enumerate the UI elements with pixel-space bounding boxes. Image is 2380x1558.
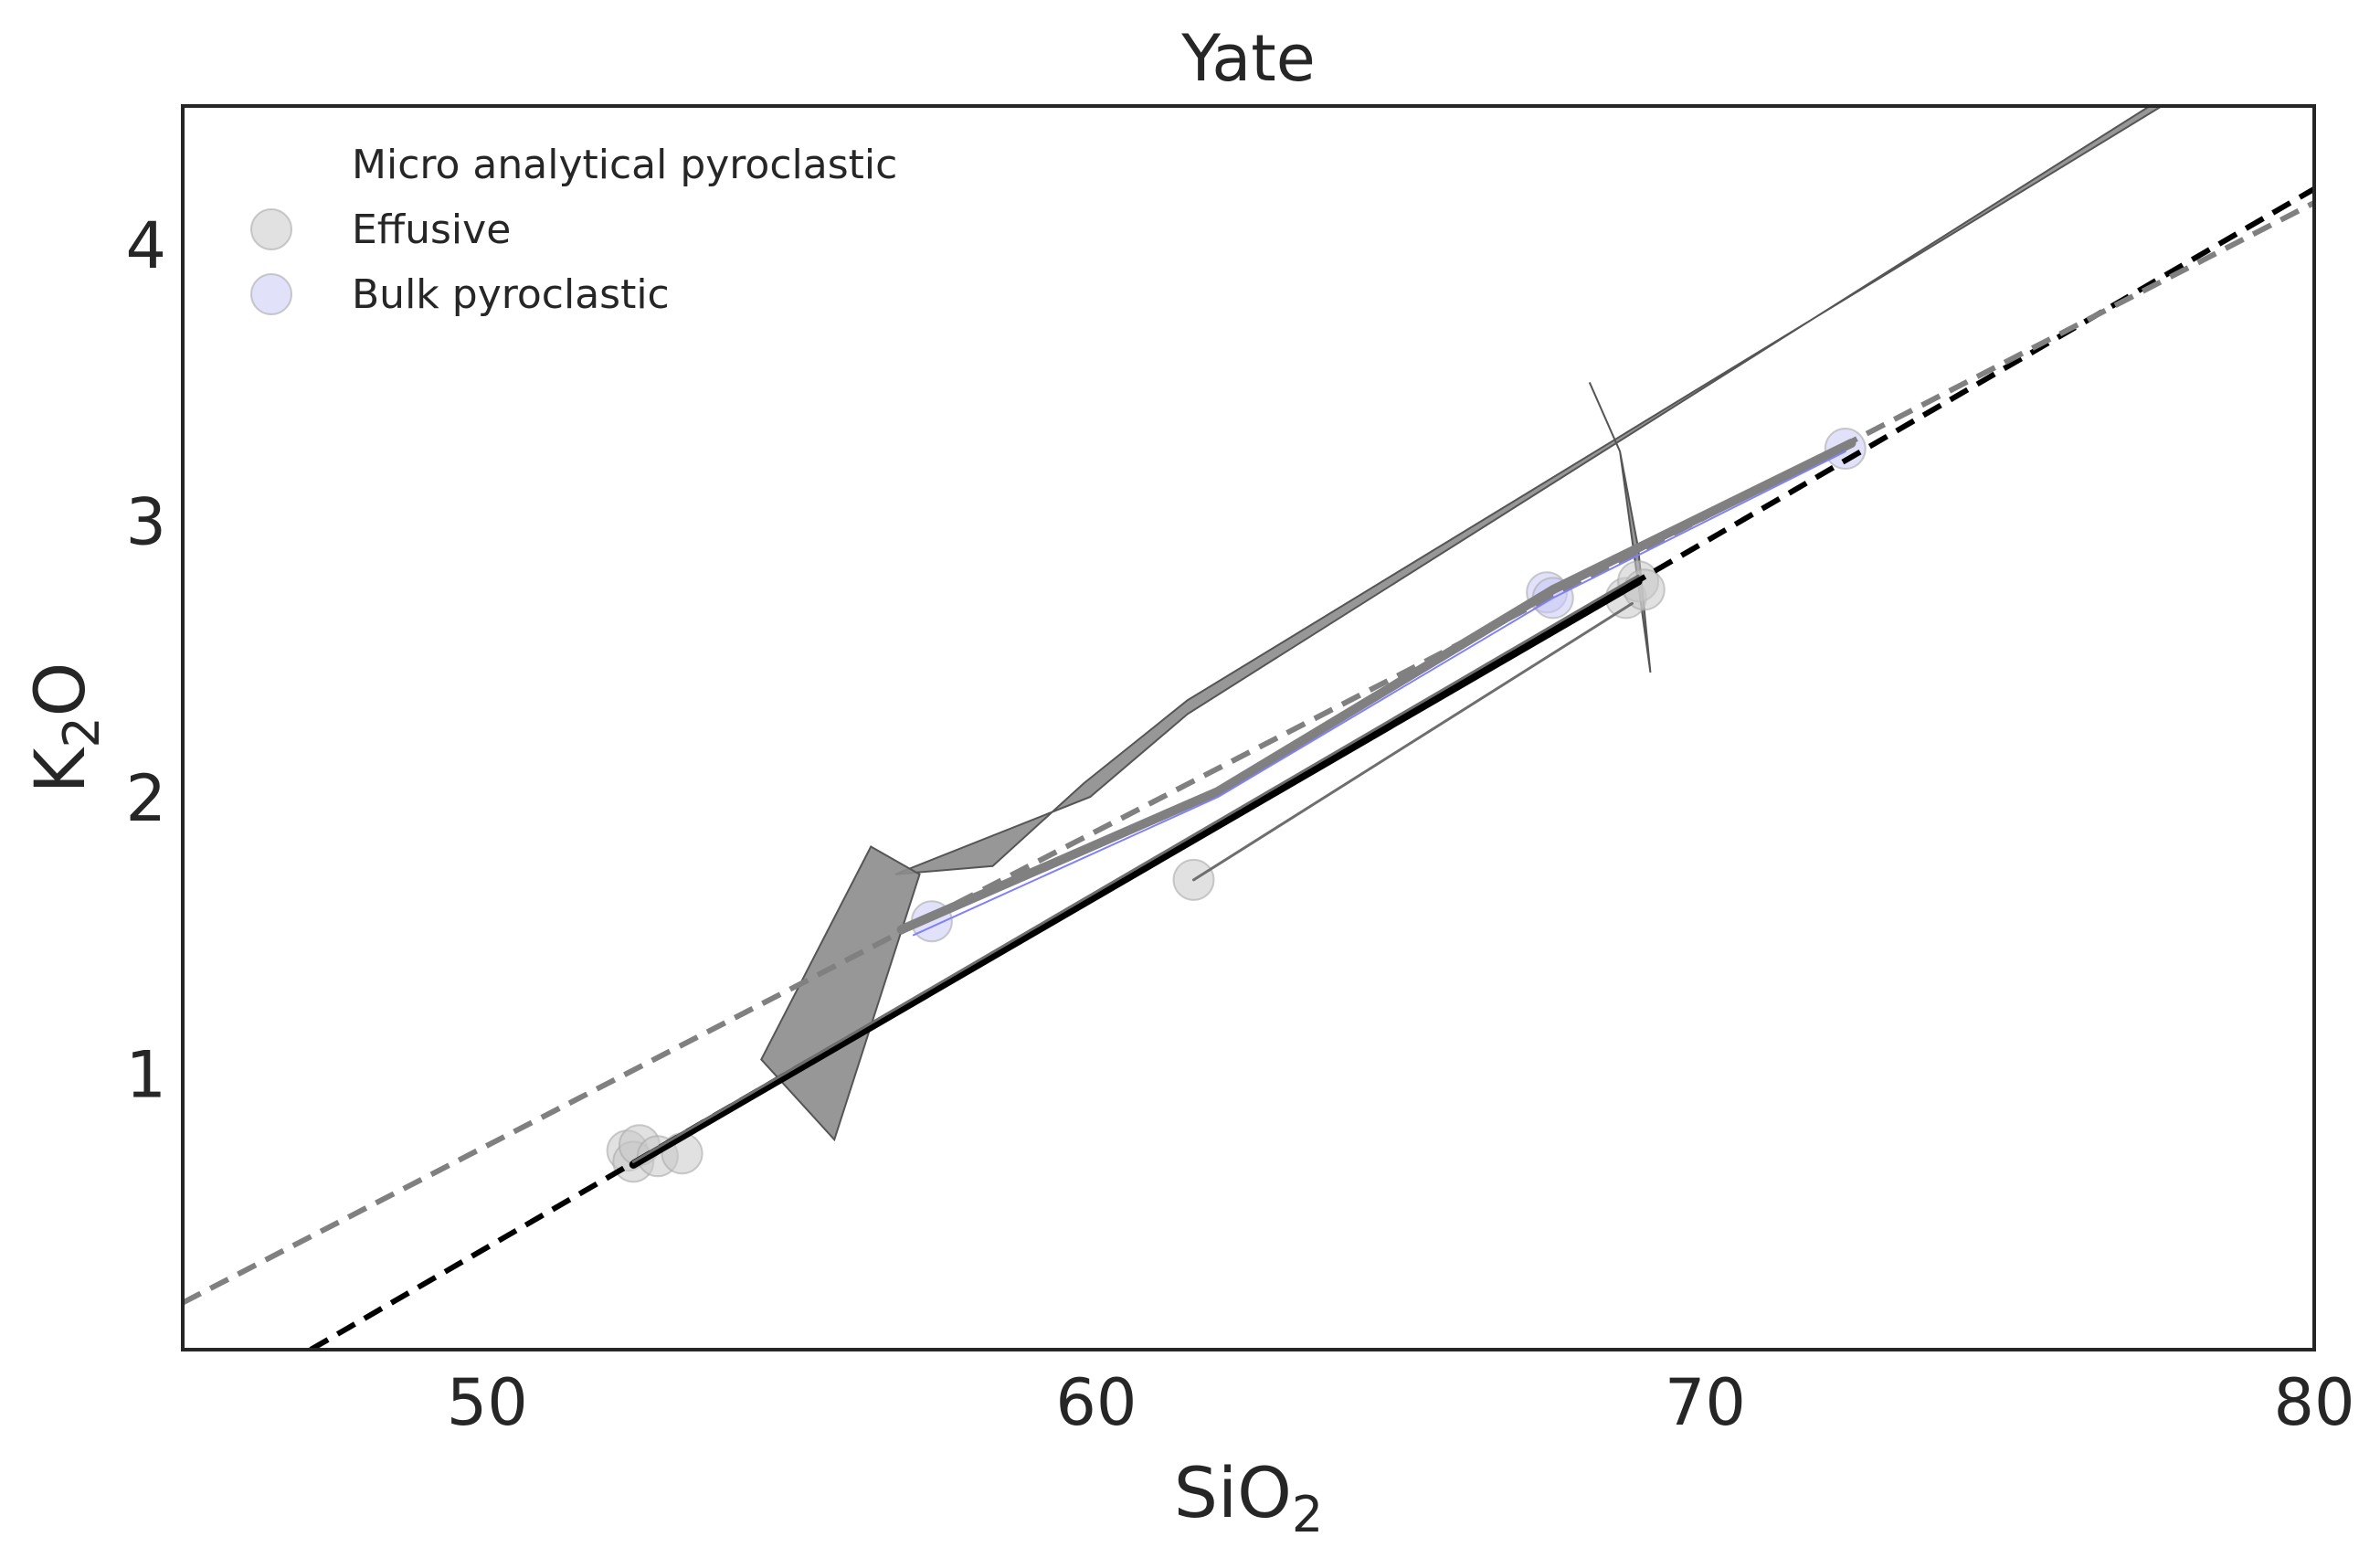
x-axis-label-main: SiO [1174, 1452, 1292, 1533]
trend-line-4 [896, 438, 1856, 935]
trend-line-5 [912, 450, 1846, 937]
plot-frame [181, 104, 2316, 1351]
y-axis-label-tail: O [19, 662, 100, 716]
y-axis-label: K2O [19, 662, 111, 793]
x-axis-label-subscript: 2 [1292, 1486, 1323, 1543]
legend-marker [250, 208, 292, 250]
chart-title: Yate [1180, 21, 1316, 96]
trend-line-6 [1192, 601, 1634, 882]
y-axis-label-subscript: 2 [53, 716, 111, 747]
legend: Micro analytical pyroclastic Effusive Bulk… [250, 142, 897, 318]
y-tick-label: 2 [125, 761, 166, 836]
y-tick-label: 3 [125, 485, 166, 560]
trend-line-2 [309, 186, 2314, 1350]
legend-marker [250, 273, 292, 315]
legend-entry-label: Effusive [352, 207, 511, 253]
x-tick-label: 60 [1055, 1365, 1137, 1440]
x-axis-label: SiO2 [1174, 1452, 1324, 1543]
trend-line-7 [631, 574, 1640, 1163]
x-tick-label: 80 [2273, 1365, 2354, 1440]
trend-line-3 [183, 200, 2314, 1306]
x-tick-label: 70 [1665, 1365, 1746, 1440]
region-polygon-1 [894, 106, 2164, 875]
y-tick-label: 1 [125, 1038, 166, 1113]
x-tick-label: 50 [447, 1365, 528, 1440]
legend-entry-label: Bulk pyroclastic [352, 271, 670, 318]
plot-area [183, 106, 2314, 1350]
y-tick-label: 4 [125, 208, 166, 283]
y-axis-label-main: K [19, 747, 100, 794]
legend-entry-label: Micro analytical pyroclastic [352, 142, 897, 188]
region-polygon-2 [760, 845, 921, 1142]
tick-labels: 50 60 70 80 1 2 3 4 [125, 208, 2354, 1440]
